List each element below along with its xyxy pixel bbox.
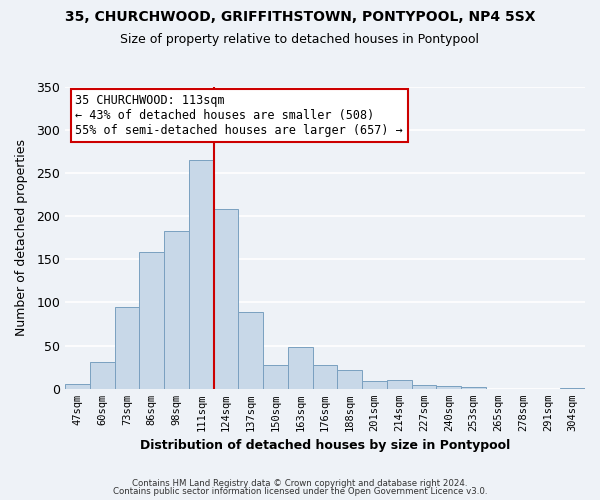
Bar: [214, 209, 238, 389]
Bar: [412, 386, 436, 389]
Bar: [387, 380, 412, 389]
Bar: [139, 252, 164, 389]
X-axis label: Distribution of detached houses by size in Pontypool: Distribution of detached houses by size …: [140, 440, 510, 452]
Bar: [288, 348, 313, 389]
Y-axis label: Number of detached properties: Number of detached properties: [15, 139, 28, 336]
Bar: [337, 370, 362, 389]
Text: 35 CHURCHWOOD: 113sqm
← 43% of detached houses are smaller (508)
55% of semi-det: 35 CHURCHWOOD: 113sqm ← 43% of detached …: [76, 94, 403, 137]
Bar: [560, 388, 585, 389]
Bar: [362, 381, 387, 389]
Bar: [461, 387, 486, 389]
Bar: [238, 312, 263, 389]
Bar: [65, 384, 90, 389]
Text: Contains public sector information licensed under the Open Government Licence v3: Contains public sector information licen…: [113, 487, 487, 496]
Bar: [436, 386, 461, 389]
Bar: [263, 364, 288, 389]
Text: Contains HM Land Registry data © Crown copyright and database right 2024.: Contains HM Land Registry data © Crown c…: [132, 478, 468, 488]
Text: Size of property relative to detached houses in Pontypool: Size of property relative to detached ho…: [121, 32, 479, 46]
Bar: [115, 307, 139, 389]
Bar: [164, 230, 189, 389]
Bar: [90, 362, 115, 389]
Bar: [313, 364, 337, 389]
Bar: [189, 160, 214, 389]
Text: 35, CHURCHWOOD, GRIFFITHSTOWN, PONTYPOOL, NP4 5SX: 35, CHURCHWOOD, GRIFFITHSTOWN, PONTYPOOL…: [65, 10, 535, 24]
